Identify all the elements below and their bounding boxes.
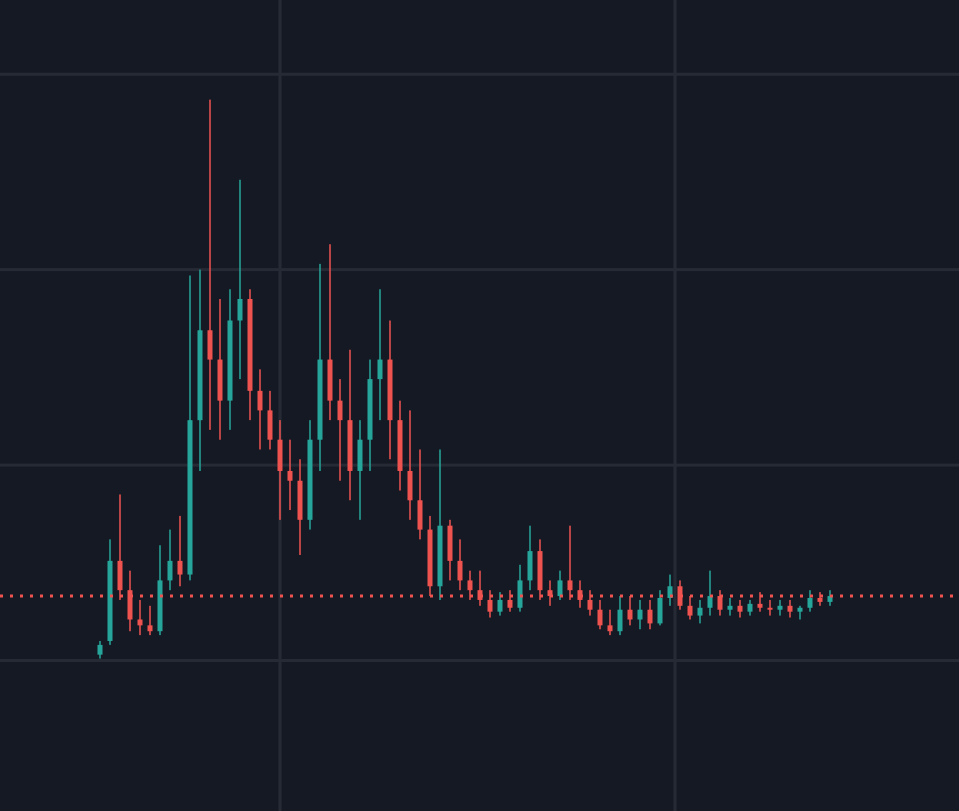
candle-body (137, 619, 143, 626)
candle-body (827, 596, 833, 602)
candle-body (287, 470, 293, 481)
candle-body (157, 580, 163, 632)
candle-body (657, 597, 663, 624)
candle-body (687, 605, 693, 616)
candle-body (217, 359, 223, 401)
candle-body (207, 330, 213, 360)
candle-body (667, 586, 673, 598)
candle-body (277, 439, 283, 471)
candle-body (357, 439, 363, 471)
candle-body (407, 470, 413, 501)
candle-body (607, 625, 613, 632)
candle-body (447, 525, 453, 561)
candle-body (707, 596, 713, 608)
candle-body (117, 560, 123, 591)
candle-body (397, 420, 403, 471)
candle-body (317, 359, 323, 440)
candle-body (557, 580, 563, 597)
candle-body (187, 420, 193, 575)
candle-body (297, 480, 303, 520)
candle-body (737, 605, 743, 612)
candle-body (697, 607, 703, 616)
candle-body (807, 597, 813, 608)
candle-body (177, 560, 183, 575)
candle-body (767, 607, 773, 610)
candle-body (307, 439, 313, 520)
candle-body (167, 560, 173, 581)
candle-body (787, 605, 793, 612)
candle-body (467, 580, 473, 591)
candle-body (427, 529, 433, 587)
candle-body (647, 609, 653, 624)
candle-body (777, 605, 783, 610)
candle-body (727, 605, 733, 610)
candle-body (627, 609, 633, 620)
candle-body (747, 603, 753, 612)
candle-body (327, 359, 333, 401)
candle-body (567, 580, 573, 591)
candle-body (617, 609, 623, 632)
candle-body (457, 560, 463, 581)
candle-body (237, 298, 243, 321)
candle-body (337, 400, 343, 421)
candle-body (227, 320, 233, 401)
candle-body (97, 644, 103, 655)
candle-body (487, 599, 493, 612)
candle-body (267, 410, 273, 440)
candle-body (107, 560, 113, 641)
candle-body (387, 359, 393, 421)
candle-body (417, 500, 423, 530)
candle-body (497, 599, 503, 612)
candle-body (367, 379, 373, 440)
candle-body (537, 551, 543, 591)
candle-body (597, 609, 603, 626)
candle-body (377, 359, 383, 380)
candle-body (817, 597, 823, 602)
candle-body (197, 330, 203, 421)
candle-body (717, 596, 723, 610)
candle-body (587, 599, 593, 610)
candle-body (347, 420, 353, 471)
candle-body (247, 298, 253, 391)
candle-body (437, 525, 443, 587)
candle-body (797, 607, 803, 612)
candle-body (637, 609, 643, 620)
candle-body (547, 590, 553, 597)
candle-body (527, 551, 533, 581)
candle-body (507, 599, 513, 608)
candle-body (517, 580, 523, 608)
candle-body (257, 390, 263, 411)
candle-body (757, 603, 763, 608)
candle-body (147, 625, 153, 632)
candle-body (127, 590, 133, 620)
